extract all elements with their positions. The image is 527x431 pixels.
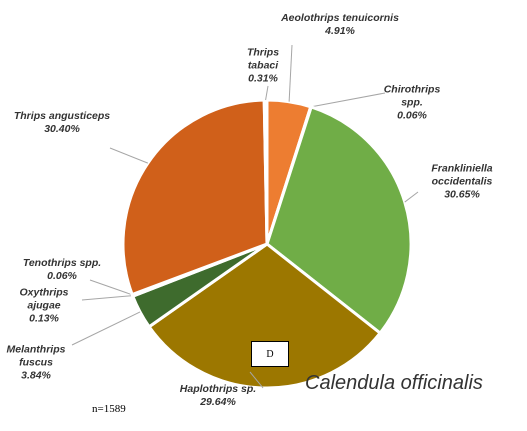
category-name: Aeolothrips tenuicornis <box>281 12 399 24</box>
category-name: Haplothrips sp. <box>179 383 257 395</box>
category-name: Thrips tabaci <box>246 46 280 72</box>
leader-line <box>81 295 133 301</box>
leader-line <box>288 44 293 102</box>
leader-line <box>404 191 419 203</box>
value-label: 3.84% <box>21 369 51 382</box>
slice-label: Chirothrips spp. 0.06% <box>372 84 452 123</box>
value-label: 30.65% <box>444 188 480 201</box>
category-name: Tenothrips spp. <box>22 257 102 269</box>
leader-line <box>71 311 141 346</box>
slice-label: Oxythrips ajugae 0.13% <box>9 287 79 326</box>
value-label: 30.40% <box>44 123 80 135</box>
slice-label: Melanthrips fuscus 3.84% <box>1 344 71 383</box>
value-label: 0.06% <box>397 109 427 122</box>
category-name: Frankliniella occidentalis <box>431 162 493 188</box>
slice-label: Thrips angusticeps 30.40% <box>12 110 112 136</box>
slice-label: Haplothrips sp. 29.64% <box>163 383 273 409</box>
slice-label: Tenothrips spp. 0.06% <box>7 257 117 283</box>
plant-name: Calendula officinalis <box>305 372 483 394</box>
leader-line <box>89 279 133 296</box>
sample-size: n=1589 <box>92 403 126 415</box>
slice-label: Frankliniella occidentalis 30.65% <box>417 163 507 202</box>
category-name: Chirothrips spp. <box>383 83 441 109</box>
category-name: Thrips angusticeps <box>13 110 111 122</box>
value-label: 0.06% <box>47 270 77 282</box>
leader-line <box>109 147 149 164</box>
slice-label: Thrips tabaci 0.31% <box>238 47 288 86</box>
category-name: Melanthrips fuscus <box>6 343 66 369</box>
value-label: 29.64% <box>200 396 236 408</box>
leader-line <box>310 92 386 108</box>
leader-line <box>249 371 264 389</box>
panel-letter: D <box>251 341 289 367</box>
category-name: Oxythrips ajugae <box>19 286 69 312</box>
leader-line <box>265 85 269 101</box>
value-label: 0.13% <box>29 312 59 325</box>
value-label: 0.31% <box>248 72 278 85</box>
value-label: 4.91% <box>325 25 355 37</box>
slice-label: Aeolothrips tenuicornis 4.91% <box>255 12 425 38</box>
